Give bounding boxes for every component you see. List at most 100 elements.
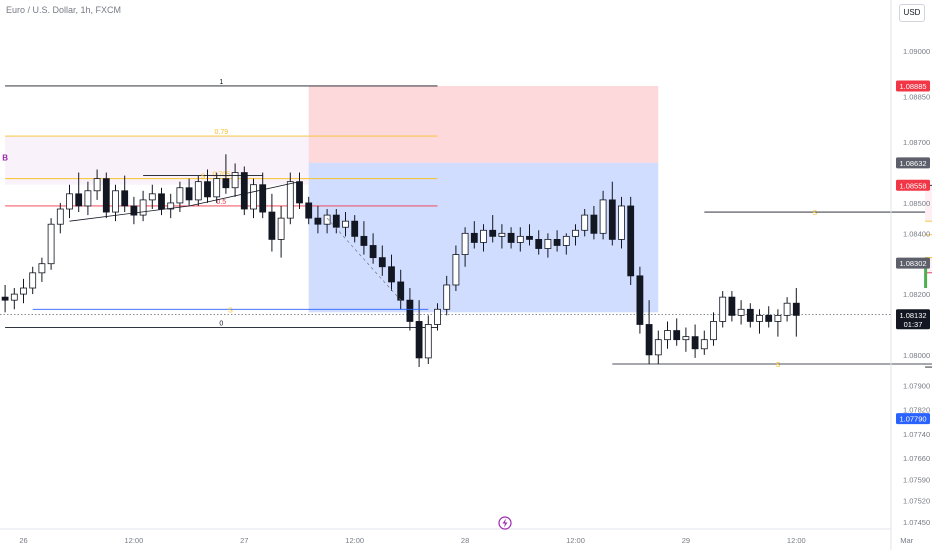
bull-candle [286, 181, 294, 219]
bull-candle [167, 202, 175, 210]
bull-candle [194, 181, 202, 201]
time-tick: 29 [682, 536, 690, 545]
bull-candle [562, 235, 570, 246]
price-tick: 1.07660 [903, 454, 930, 463]
bull-candle [664, 330, 671, 341]
bull-candle [56, 208, 64, 225]
bear-candle [526, 235, 533, 240]
bear-candle [332, 214, 340, 228]
bull-candle [737, 308, 745, 316]
price-tick: 1.07520 [903, 497, 930, 506]
bear-candle [406, 299, 414, 322]
bear-candle [158, 193, 165, 210]
bear-candle [415, 321, 423, 359]
price-tick: 1.08000 [903, 351, 930, 360]
price-label: 1.08558 [899, 181, 926, 190]
bear-candle [259, 184, 267, 213]
bear-candle [102, 178, 110, 213]
price-label: 1.07790 [899, 415, 926, 424]
bear-candle [296, 181, 303, 204]
bear-candle [75, 193, 83, 207]
structure-label: S [776, 362, 781, 369]
bull-candle [682, 336, 690, 341]
structure-label: S [201, 174, 206, 181]
bull-candle [47, 223, 55, 265]
fib-level-label: 0 [219, 321, 223, 328]
bull-candle [148, 193, 156, 201]
bear-candle [627, 205, 635, 277]
lightning-icon[interactable] [498, 516, 512, 530]
stop-zone [308, 85, 659, 163]
bear-candle [645, 324, 653, 356]
bear-candle [121, 190, 129, 207]
price-tick: 1.08850 [903, 93, 930, 102]
bull-candle [452, 254, 460, 286]
bull-candle [581, 214, 589, 231]
bull-candle [84, 190, 92, 207]
price-tick: 1.07590 [903, 475, 930, 484]
symbol-title: Euro / U.S. Dollar, 1h, FXCM [6, 5, 122, 15]
bull-candle [139, 199, 147, 216]
price-tick: 1.07740 [903, 430, 930, 439]
time-axis: 2612:002712:002812:002912:00Mar12:00412:… [19, 536, 913, 545]
bull-candle [20, 287, 27, 295]
bull-candle [783, 302, 791, 316]
bear-candle [535, 238, 543, 249]
bear-candle [240, 172, 248, 210]
bear-candle [507, 232, 515, 243]
structure-label: S [812, 210, 817, 217]
price-tick: 1.07450 [903, 518, 930, 527]
bear-candle [397, 281, 405, 301]
bear-candle [369, 245, 377, 259]
bull-candle [756, 314, 763, 322]
bear-candle [130, 205, 138, 216]
bear-candle [553, 238, 561, 246]
trend-line [69, 205, 190, 222]
fib-level-label: 1 [219, 79, 223, 86]
bear-candle [673, 330, 681, 341]
bull-candle [38, 263, 46, 274]
bull-candle [213, 178, 221, 198]
bull-candle [700, 339, 708, 350]
price-tick: 1.07820 [903, 406, 930, 415]
bull-candle [498, 232, 506, 237]
price-label: 1.08302 [899, 259, 926, 268]
bear-candle [590, 214, 598, 234]
bear-candle [388, 266, 395, 283]
bear-candle [360, 235, 368, 246]
time-tick: 12:00 [125, 536, 144, 545]
bull-candle [434, 308, 441, 325]
bull-candle [250, 184, 257, 210]
green-marker [924, 257, 928, 289]
bull-candle [480, 229, 487, 243]
bear-candle [470, 232, 478, 243]
price-label-box [896, 257, 930, 269]
bear-candle [268, 211, 276, 240]
bear-candle [792, 302, 800, 316]
bull-candle [424, 324, 432, 359]
currency-button[interactable]: USD [899, 4, 925, 22]
time-tick: 12:00 [566, 536, 585, 545]
trend-line [189, 181, 300, 207]
bull-candle [544, 238, 552, 249]
time-tick: 12:00 [787, 536, 806, 545]
fib-level-label: 0.79 [214, 129, 228, 136]
time-tick: 12:00 [345, 536, 364, 545]
ob-zone-left [5, 136, 309, 185]
bear-candle [489, 229, 497, 237]
bear-candle [608, 199, 616, 240]
bull-candle [461, 232, 469, 255]
time-tick: 27 [240, 536, 248, 545]
dashed-trend [326, 217, 401, 301]
bear-candle [185, 187, 193, 201]
time-tick: 28 [461, 536, 469, 545]
bear-candle [204, 181, 211, 198]
bull-candle [176, 187, 184, 204]
bull-candle [93, 178, 101, 192]
price-tick: 1.08200 [903, 290, 930, 299]
bull-candle [342, 220, 349, 228]
bull-candle [231, 172, 239, 189]
bull-candle [443, 284, 451, 310]
bull-candle [719, 296, 727, 322]
